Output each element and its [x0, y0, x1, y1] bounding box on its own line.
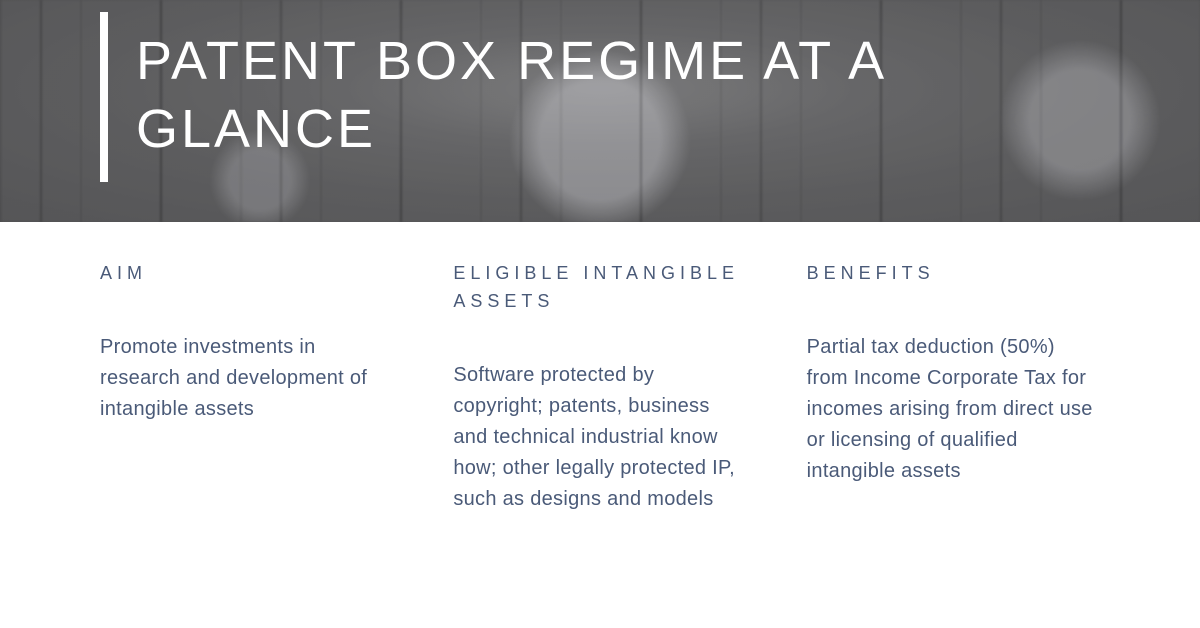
page-title: PATENT BOX REGIME AT A GLANCE — [136, 12, 1056, 163]
column-eligible-assets: ELIGIBLE INTANGIBLE ASSETS Software prot… — [453, 260, 746, 515]
content-columns: AIM Promote investments in research and … — [0, 222, 1200, 515]
column-body: Partial tax deduction (50%) from Income … — [807, 332, 1100, 487]
column-heading: ELIGIBLE INTANGIBLE ASSETS — [453, 260, 746, 316]
column-aim: AIM Promote investments in research and … — [100, 260, 393, 515]
title-accent-bar — [100, 12, 108, 182]
column-heading: AIM — [100, 260, 393, 288]
column-body: Promote investments in research and deve… — [100, 332, 393, 425]
hero-banner: PATENT BOX REGIME AT A GLANCE — [0, 0, 1200, 222]
column-heading: BENEFITS — [807, 260, 1100, 288]
column-benefits: BENEFITS Partial tax deduction (50%) fro… — [807, 260, 1100, 515]
column-body: Software protected by copyright; patents… — [453, 360, 746, 515]
